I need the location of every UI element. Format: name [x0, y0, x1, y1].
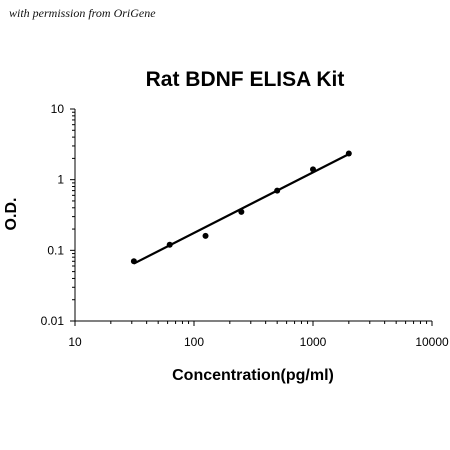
x-tick-label: 1000: [300, 335, 327, 349]
x-tick-label: 100: [184, 335, 204, 349]
data-point: [310, 166, 316, 173]
data-point: [166, 241, 173, 248]
data-point: [238, 208, 245, 215]
fit-line: [133, 153, 350, 265]
axes: [74, 109, 432, 322]
data-points: [130, 150, 352, 265]
data-point: [274, 187, 281, 194]
x-tick-label: 10: [68, 335, 82, 349]
fit-line-group: [133, 153, 350, 265]
y-tick-label: 10: [51, 102, 65, 116]
y-tick-label: 0.1: [47, 243, 64, 257]
x-axis-label: Concentration(pg/ml): [172, 367, 334, 384]
data-point: [130, 258, 137, 265]
data-point: [345, 150, 352, 157]
watermark-text: with permission from OriGene: [9, 6, 156, 20]
data-point: [202, 232, 209, 239]
y-tick-label: 1: [57, 173, 64, 187]
x-tick-label: 10000: [415, 335, 449, 349]
y-tick-label: 0.01: [41, 314, 65, 328]
y-axis-label: O.D.: [3, 198, 20, 231]
chart-title: Rat BDNF ELISA Kit: [146, 68, 345, 91]
